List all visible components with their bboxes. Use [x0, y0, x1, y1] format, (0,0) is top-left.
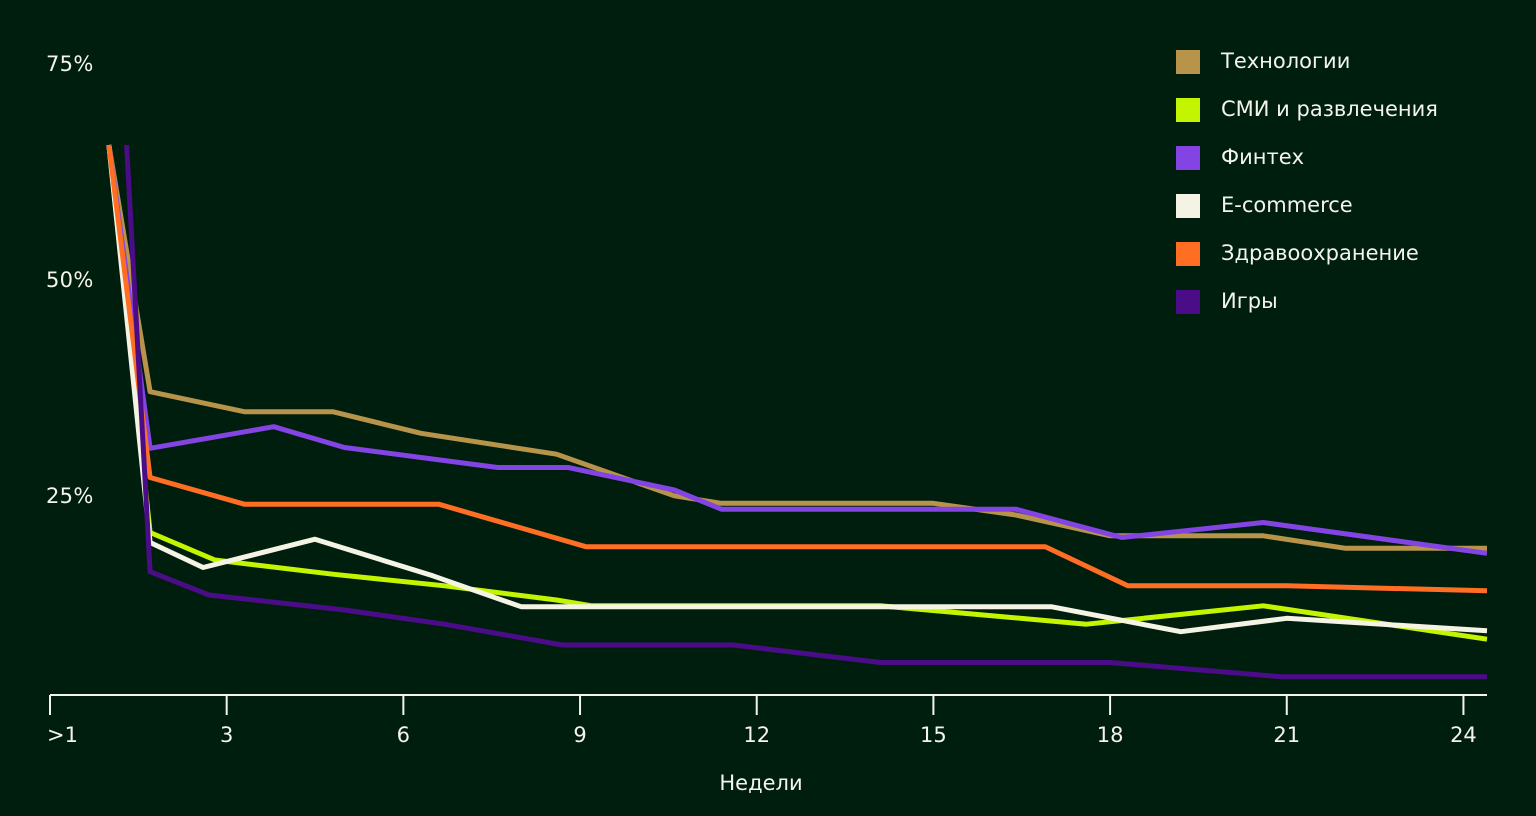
- legend-label: Здравоохранение: [1221, 241, 1419, 265]
- x-tick-label: 18: [1096, 723, 1124, 747]
- series-line-e-commerce: [106, 144, 1488, 635]
- x-tick-label: >1: [47, 723, 78, 747]
- y-tick-label: 50%: [46, 268, 94, 292]
- legend-label: E-commerce: [1221, 193, 1353, 217]
- x-tick-label: 12: [743, 723, 771, 747]
- legend-swatch: [1176, 50, 1200, 74]
- x-tick-label: 9: [573, 723, 587, 747]
- series-line-финтех: [106, 144, 1488, 556]
- x-axis: [49, 694, 1487, 715]
- legend-label: СМИ и развлечения: [1221, 97, 1438, 121]
- x-tick-label: 15: [920, 723, 947, 747]
- legend-swatch: [1176, 242, 1200, 266]
- y-tick-label: 75%: [46, 52, 94, 76]
- x-axis-label-text: Недели: [719, 771, 803, 795]
- legend-swatch: [1176, 194, 1200, 218]
- x-tick-label: 3: [219, 723, 234, 747]
- legend-label: Игры: [1221, 289, 1278, 313]
- series-line-здравоохранение: [106, 144, 1488, 594]
- series-line-игры: [124, 144, 1487, 680]
- series-layer: [106, 144, 1488, 680]
- x-tick-label: 6: [396, 723, 411, 747]
- x-tick-label: 24: [1450, 723, 1477, 747]
- legend-label: Технологии: [1221, 49, 1351, 73]
- y-tick-label: 25%: [46, 484, 94, 508]
- legend-swatch: [1176, 146, 1200, 170]
- x-axis-label: Недели: [719, 770, 802, 796]
- legend-swatch: [1176, 98, 1200, 122]
- legend-swatch: [1176, 290, 1200, 314]
- series-line-сми-и-развлечения: [106, 144, 1488, 642]
- x-tick-label: 21: [1273, 723, 1301, 747]
- legend-label: Финтех: [1221, 145, 1305, 169]
